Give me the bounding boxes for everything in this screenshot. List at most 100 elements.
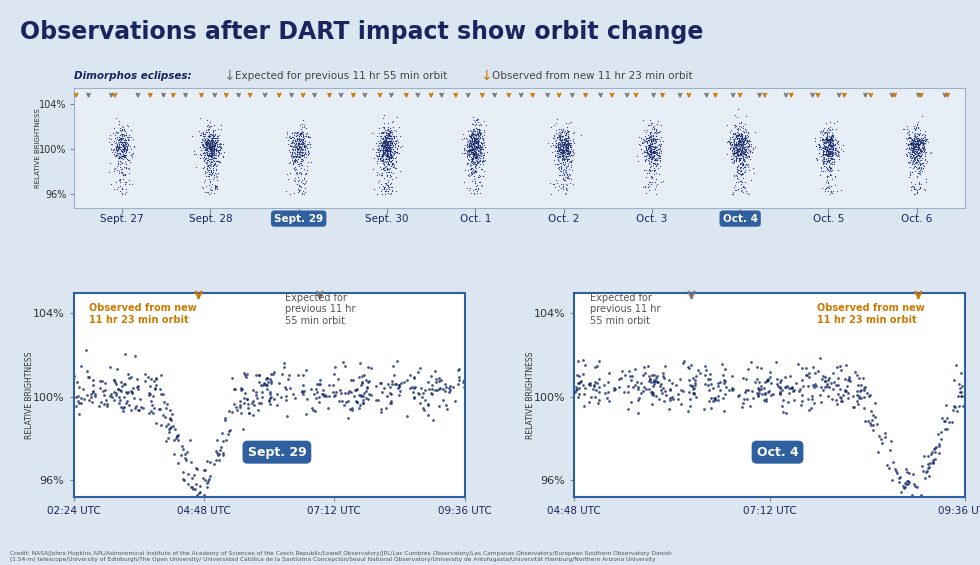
- Point: [905, 149, 920, 158]
- Point: [101, 138, 117, 147]
- Point: [757, 377, 772, 386]
- Point: [293, 151, 309, 160]
- Point: [202, 142, 218, 151]
- Point: [554, 146, 569, 155]
- Point: [736, 143, 752, 152]
- Point: [822, 139, 838, 148]
- Point: [739, 147, 755, 157]
- Point: [290, 187, 306, 196]
- Point: [552, 131, 567, 140]
- Point: [808, 368, 823, 377]
- Point: [123, 150, 139, 159]
- Point: [914, 134, 930, 144]
- Point: [354, 381, 369, 390]
- Point: [473, 164, 489, 173]
- Point: [821, 383, 837, 392]
- Point: [379, 150, 395, 159]
- Point: [910, 144, 926, 153]
- Point: [384, 152, 400, 161]
- Point: [750, 362, 765, 371]
- Point: [463, 149, 478, 158]
- Point: [116, 147, 131, 156]
- Point: [467, 123, 483, 132]
- Point: [464, 134, 479, 143]
- Point: [125, 134, 141, 143]
- Point: [728, 155, 744, 164]
- Point: [822, 137, 838, 146]
- Point: [388, 136, 404, 145]
- Point: [907, 166, 923, 175]
- Point: [390, 138, 406, 147]
- Point: [202, 129, 218, 138]
- Point: [193, 113, 209, 122]
- Point: [374, 141, 390, 150]
- Point: [646, 160, 662, 170]
- Point: [465, 135, 480, 144]
- Point: [374, 128, 390, 137]
- Point: [176, 475, 192, 484]
- Point: [557, 133, 572, 142]
- Point: [908, 145, 924, 154]
- Point: [827, 140, 843, 149]
- Point: [252, 398, 268, 407]
- Point: [381, 144, 397, 153]
- Point: [727, 186, 743, 195]
- Point: [467, 177, 483, 186]
- Point: [651, 134, 666, 144]
- Point: [901, 133, 916, 142]
- Point: [643, 139, 659, 148]
- Point: [203, 142, 219, 151]
- Point: [726, 182, 742, 192]
- Point: [905, 145, 920, 154]
- Point: [333, 388, 349, 397]
- Point: [381, 130, 397, 139]
- Point: [198, 153, 214, 162]
- Point: [736, 157, 752, 166]
- Point: [745, 163, 760, 172]
- Point: [204, 135, 220, 144]
- Point: [650, 127, 665, 136]
- Point: [908, 138, 924, 147]
- Point: [203, 135, 219, 144]
- Point: [739, 135, 755, 144]
- Point: [640, 142, 656, 151]
- Point: [308, 406, 323, 415]
- Point: [288, 153, 304, 162]
- Point: [454, 134, 469, 143]
- Point: [907, 141, 923, 150]
- Point: [289, 158, 305, 167]
- Point: [293, 150, 309, 159]
- Point: [906, 149, 922, 158]
- Point: [905, 144, 920, 153]
- Point: [680, 363, 696, 372]
- Point: [915, 141, 931, 150]
- Point: [467, 162, 483, 171]
- Point: [565, 149, 581, 158]
- Point: [642, 165, 658, 174]
- Point: [291, 160, 307, 169]
- Point: [117, 144, 132, 153]
- Point: [647, 377, 662, 386]
- Point: [652, 161, 667, 170]
- Point: [911, 141, 927, 150]
- Point: [550, 115, 565, 124]
- Point: [115, 133, 130, 142]
- Point: [902, 147, 917, 156]
- Point: [469, 137, 485, 146]
- Text: Expected for
previous 11 hr
55 min orbit: Expected for previous 11 hr 55 min orbit: [590, 293, 661, 325]
- Point: [819, 142, 835, 151]
- Point: [735, 141, 751, 150]
- Point: [106, 124, 122, 133]
- Point: [647, 165, 662, 174]
- Point: [651, 394, 666, 403]
- Point: [423, 389, 439, 398]
- Point: [205, 141, 220, 150]
- Point: [378, 132, 394, 141]
- Point: [467, 144, 483, 153]
- Point: [651, 150, 666, 159]
- Point: [822, 163, 838, 172]
- Point: [564, 160, 579, 170]
- Point: [729, 167, 745, 176]
- Point: [553, 150, 568, 159]
- Point: [148, 375, 164, 384]
